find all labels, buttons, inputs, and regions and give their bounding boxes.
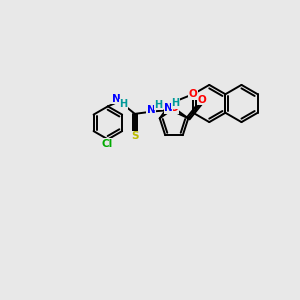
- Text: O: O: [189, 89, 198, 99]
- Text: H: H: [119, 99, 128, 109]
- Text: S: S: [131, 131, 139, 141]
- Text: N: N: [112, 94, 121, 104]
- Text: N: N: [164, 103, 173, 113]
- Text: Cl: Cl: [102, 139, 113, 149]
- Text: O: O: [197, 95, 206, 105]
- Text: H: H: [172, 98, 180, 108]
- Text: N: N: [147, 105, 156, 115]
- Text: O: O: [169, 103, 178, 113]
- Text: H: H: [154, 100, 162, 110]
